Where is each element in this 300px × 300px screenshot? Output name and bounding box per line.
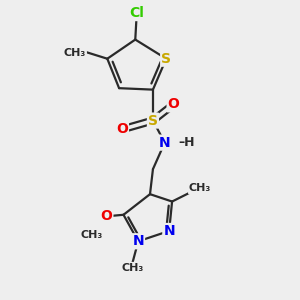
Text: Cl: Cl xyxy=(129,6,144,20)
Text: CH₃: CH₃ xyxy=(121,263,143,273)
Text: S: S xyxy=(148,114,158,128)
Text: N: N xyxy=(159,136,170,150)
Text: O: O xyxy=(116,122,128,136)
Text: –H: –H xyxy=(179,136,195,148)
Text: CH₃: CH₃ xyxy=(189,183,211,193)
Text: CH₃: CH₃ xyxy=(64,48,86,58)
Text: N: N xyxy=(163,224,175,238)
Text: O: O xyxy=(168,98,179,111)
Text: N: N xyxy=(132,234,144,248)
Text: S: S xyxy=(161,52,171,66)
Text: CH₃: CH₃ xyxy=(81,230,103,240)
Text: O: O xyxy=(100,209,112,223)
